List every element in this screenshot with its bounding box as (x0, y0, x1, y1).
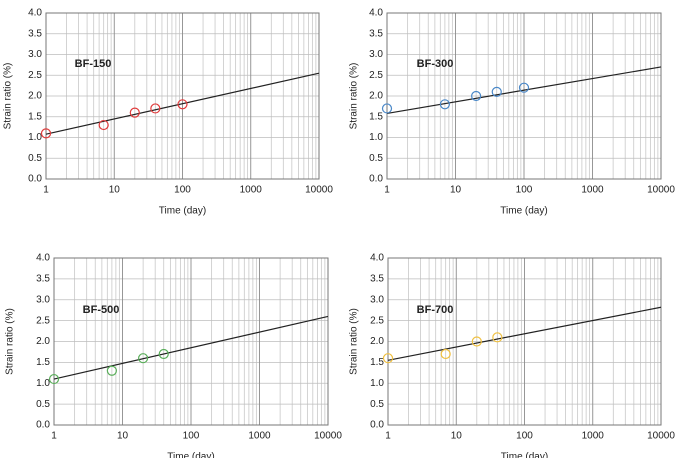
data-point (440, 348, 451, 360)
y-tick-label: 2.5 (28, 70, 42, 81)
data-point (381, 103, 393, 114)
trend-line (53, 315, 329, 380)
chart-title: BF-700 (417, 304, 454, 316)
y-tick-label: 2.0 (36, 336, 50, 347)
chart-title: BF-150 (75, 58, 112, 70)
x-tick-label: 10 (451, 431, 463, 442)
y-tick-label: 4.0 (28, 8, 42, 19)
trend-line (45, 72, 320, 135)
x-tick-label: 1000 (581, 185, 604, 196)
chart-title: BF-500 (83, 304, 120, 316)
plot-border (386, 12, 662, 180)
y-tick-label: 2.5 (369, 70, 383, 81)
x-axis-label: Time (day) (500, 206, 547, 217)
y-tick-label: 1.5 (370, 357, 384, 368)
y-tick-label: 2.0 (370, 336, 384, 347)
y-tick-label: 1.0 (36, 378, 50, 389)
x-tick-label: 100 (174, 185, 191, 196)
y-tick-label: 2.0 (28, 91, 42, 102)
y-axis-label: Strain ratio (%) (5, 308, 16, 375)
y-tick-label: 0.0 (370, 420, 384, 431)
y-tick-label: 0.0 (36, 420, 50, 431)
plot-border (387, 257, 662, 426)
x-tick-label: 10000 (314, 431, 342, 442)
plot-border (45, 12, 320, 180)
data-point (491, 86, 502, 97)
y-tick-label: 4.0 (369, 8, 383, 19)
x-tick-label: 1000 (582, 431, 605, 442)
y-tick-label: 1.5 (28, 111, 42, 122)
data-point (439, 99, 450, 110)
x-tick-label: 10000 (647, 185, 675, 196)
data-point (138, 353, 149, 364)
y-tick-label: 0.5 (370, 399, 384, 410)
data-point (492, 332, 503, 343)
chart-title: BF-300 (417, 58, 454, 70)
x-tick-label: 1 (385, 431, 391, 442)
data-point (158, 348, 169, 360)
data-point (129, 107, 140, 118)
x-tick-label: 1000 (240, 185, 263, 196)
x-axis-label: Time (day) (167, 452, 214, 458)
y-tick-label: 0.0 (369, 174, 383, 185)
y-tick-label: 4.0 (36, 253, 50, 264)
x-tick-label: 10 (109, 185, 121, 196)
data-point (177, 99, 188, 110)
x-tick-label: 1000 (248, 431, 271, 442)
y-tick-label: 1.5 (369, 111, 383, 122)
y-tick-label: 3.0 (28, 49, 42, 60)
y-axis-label: Strain ratio (%) (349, 63, 360, 130)
x-tick-label: 10000 (647, 431, 675, 442)
y-tick-label: 3.5 (28, 28, 42, 39)
y-tick-label: 1.0 (28, 132, 42, 143)
x-tick-label: 1 (51, 431, 57, 442)
y-axis-label: Strain ratio (%) (349, 308, 360, 375)
y-tick-label: 2.5 (370, 315, 384, 326)
y-tick-label: 1.0 (369, 132, 383, 143)
y-tick-label: 3.5 (369, 28, 383, 39)
x-axis-label: Time (day) (501, 452, 548, 458)
y-tick-label: 1.0 (370, 378, 384, 389)
y-tick-label: 0.5 (369, 153, 383, 164)
y-tick-label: 3.0 (370, 294, 384, 305)
y-tick-label: 2.5 (36, 315, 50, 326)
x-tick-label: 10 (450, 185, 462, 196)
x-tick-label: 1 (43, 185, 49, 196)
y-tick-label: 3.5 (370, 274, 384, 285)
x-tick-label: 10000 (305, 185, 333, 196)
y-tick-label: 0.5 (36, 399, 50, 410)
x-tick-label: 100 (183, 431, 200, 442)
y-tick-label: 1.5 (36, 357, 50, 368)
x-tick-label: 10 (117, 431, 129, 442)
data-point (471, 336, 482, 347)
y-tick-label: 4.0 (370, 253, 384, 264)
trend-line (387, 306, 662, 361)
x-tick-label: 1 (384, 185, 390, 196)
y-tick-label: 2.0 (369, 91, 383, 102)
y-tick-label: 0.0 (28, 174, 42, 185)
y-tick-label: 0.5 (28, 153, 42, 164)
data-point (471, 90, 482, 102)
data-point (98, 119, 109, 131)
data-point (48, 373, 60, 385)
x-axis-label: Time (day) (159, 206, 206, 217)
data-point (518, 82, 530, 93)
x-tick-label: 100 (516, 185, 533, 196)
trend-line (386, 66, 662, 115)
y-tick-label: 3.5 (36, 274, 50, 285)
y-tick-label: 3.0 (36, 294, 50, 305)
plot-border (53, 257, 329, 426)
y-tick-label: 3.0 (369, 49, 383, 60)
y-axis-label: Strain ratio (%) (3, 63, 14, 130)
data-point (106, 365, 117, 376)
data-point (382, 353, 394, 364)
x-tick-label: 100 (516, 431, 533, 442)
data-point (40, 128, 52, 139)
data-point (150, 103, 161, 114)
